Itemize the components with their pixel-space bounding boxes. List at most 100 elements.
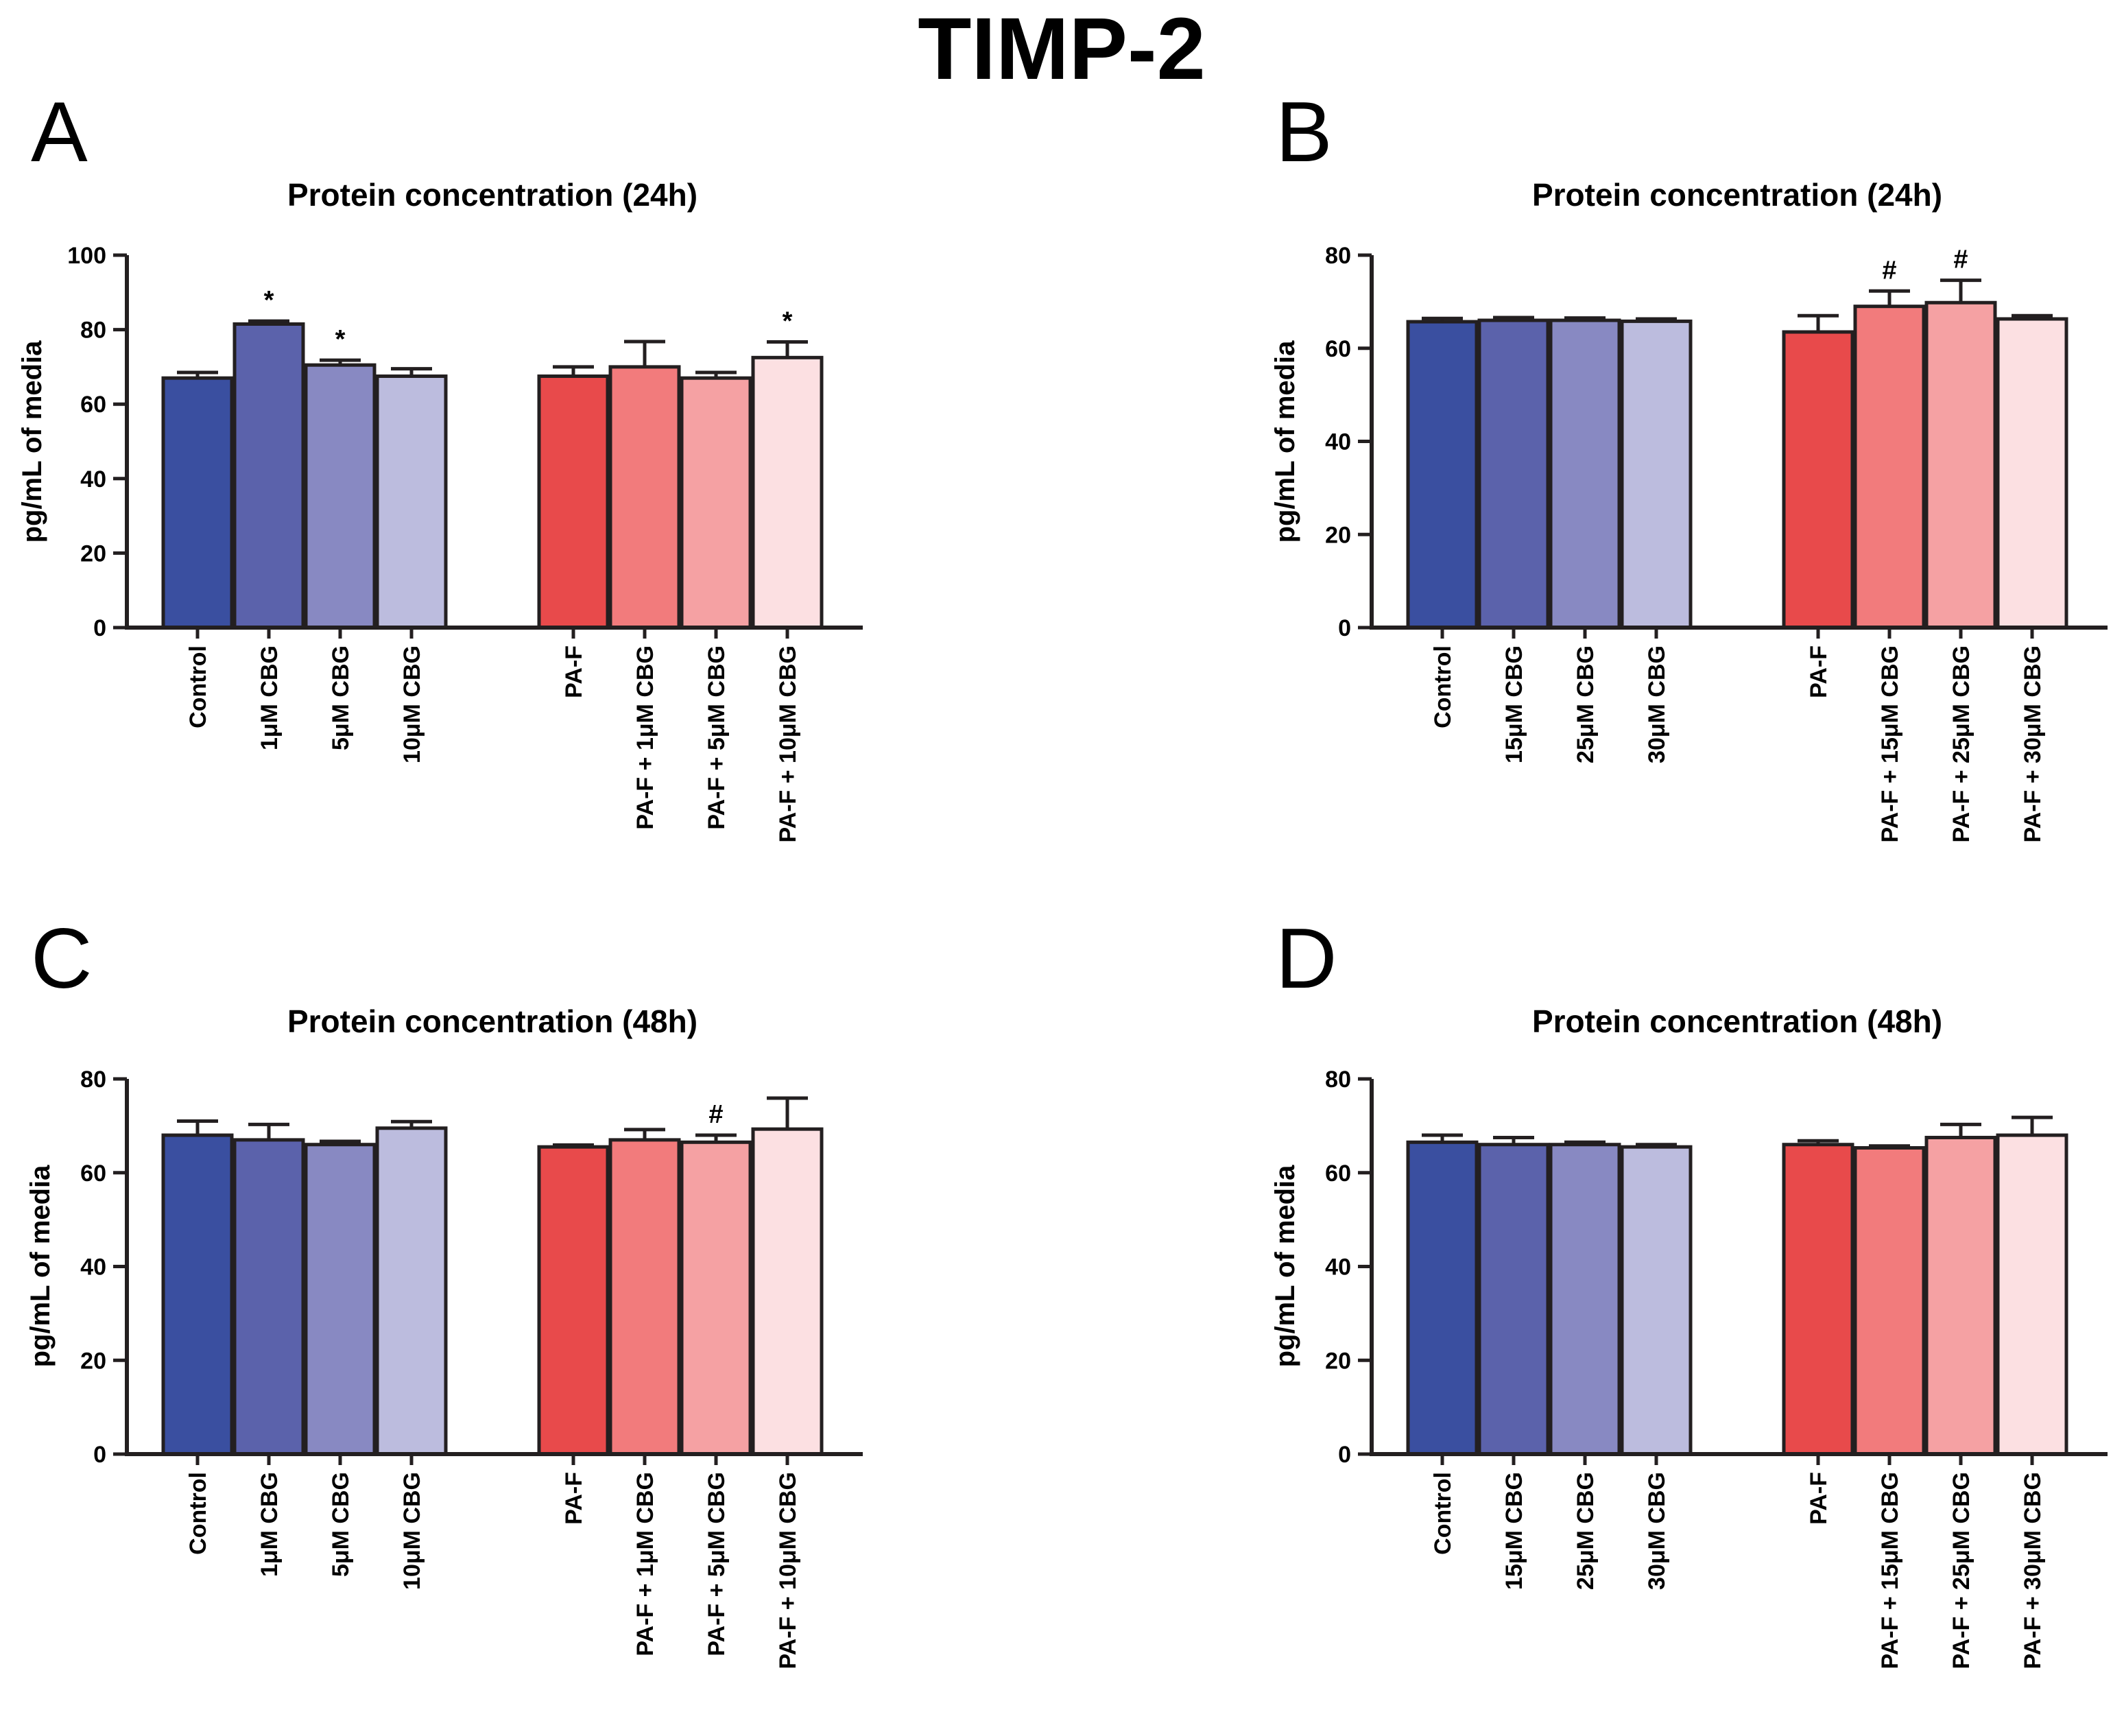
bar-4 (375, 374, 448, 630)
y-tick-label: 40 (80, 466, 106, 492)
category-label: Control (1430, 1472, 1456, 1555)
y-tick-label: 40 (1325, 1255, 1351, 1281)
bar-5 (537, 374, 610, 630)
bar-8 (751, 355, 824, 630)
y-axis-label: pg/mL of media (17, 340, 47, 543)
category-label: 25μM CBG (1573, 645, 1599, 763)
panel-title: Protein concentration (48h) (287, 1003, 697, 1039)
bar-5 (537, 1145, 610, 1456)
category-label: PA-F (561, 1472, 587, 1525)
figure-title: TIMP-2 (918, 0, 1206, 98)
bar-7 (1924, 300, 1997, 630)
category-label: 10μM CBG (399, 1472, 425, 1590)
panel-letter: B (1276, 85, 1333, 180)
bar-2 (232, 1138, 305, 1456)
category-label: PA-F + 30μM CBG (2020, 645, 2046, 843)
y-tick-label: 20 (80, 540, 106, 567)
y-tick-label: 0 (1338, 615, 1351, 641)
category-label: 5μM CBG (328, 645, 354, 750)
category-label: PA-F + 25μM CBG (1948, 645, 1974, 843)
bar-8 (751, 1127, 824, 1456)
bar-1 (1406, 1140, 1479, 1456)
bar-6 (1853, 305, 1926, 630)
bar-4 (1620, 319, 1693, 630)
bar-1 (161, 1133, 234, 1456)
category-label: 15μM CBG (1501, 1472, 1527, 1590)
category-label: PA-F (1806, 645, 1832, 698)
y-tick-label: 60 (80, 392, 106, 418)
panel-letter: D (1276, 912, 1337, 1006)
category-label: 10μM CBG (399, 645, 425, 763)
bar-6 (1853, 1146, 1926, 1456)
significance-marker: * (264, 286, 274, 315)
bar-4 (375, 1126, 448, 1456)
panel-d: D Protein concentration (48h) pg/mL of med… (1270, 912, 2108, 1669)
bar-5 (1782, 330, 1854, 630)
y-tick-label: 80 (80, 318, 106, 344)
category-label: Control (185, 645, 211, 728)
panel-c: C Protein concentration (48h) pg/mL of med… (25, 912, 863, 1669)
y-axis-label: pg/mL of media (1270, 1165, 1300, 1368)
bar-6 (608, 1138, 681, 1456)
category-label: PA-F + 1μM CBG (632, 645, 658, 830)
category-label: PA-F + 25μM CBG (1948, 1472, 1974, 1669)
category-label: 30μM CBG (1644, 1472, 1670, 1590)
y-tick-label: 80 (1325, 243, 1351, 269)
bar-3 (304, 363, 377, 630)
panel-title: Protein concentration (24h) (287, 177, 697, 213)
category-label: PA-F (561, 645, 587, 698)
bar-3 (304, 1143, 377, 1456)
category-label: PA-F (1806, 1472, 1832, 1525)
y-tick-label: 40 (80, 1255, 106, 1281)
panel-b: B Protein concentration (24h) pg/mL of med… (1270, 85, 2108, 843)
y-tick-label: 60 (1325, 336, 1351, 362)
bar-7 (1924, 1135, 1997, 1456)
category-label: PA-F + 5μM CBG (704, 645, 730, 830)
significance-marker: # (1882, 256, 1896, 285)
bar-3 (1549, 1143, 1621, 1456)
category-label: Control (185, 1472, 211, 1555)
y-tick-label: 0 (93, 615, 106, 641)
category-label: Control (1430, 645, 1456, 728)
category-label: PA-F + 1μM CBG (632, 1472, 658, 1656)
y-tick-label: 60 (80, 1161, 106, 1187)
significance-marker: # (1953, 246, 1968, 274)
bar-6 (608, 365, 681, 630)
y-tick-label: 0 (93, 1442, 106, 1468)
category-label: 30μM CBG (1644, 645, 1670, 763)
panel-a: A Protein concentration (24h) pg/mL of med… (17, 85, 863, 843)
y-tick-label: 60 (1325, 1161, 1351, 1187)
significance-marker: * (335, 325, 346, 354)
y-tick-label: 20 (1325, 522, 1351, 548)
category-label: PA-F + 5μM CBG (704, 1472, 730, 1656)
bar-2 (232, 322, 305, 630)
bar-2 (1477, 1143, 1550, 1456)
significance-marker: * (783, 307, 793, 336)
bar-5 (1782, 1143, 1854, 1456)
y-tick-label: 100 (67, 243, 106, 269)
bar-1 (161, 376, 234, 630)
bar-2 (1477, 318, 1550, 630)
bar-8 (1996, 1133, 2068, 1456)
y-tick-label: 80 (1325, 1067, 1351, 1093)
y-tick-label: 20 (1325, 1348, 1351, 1374)
y-tick-label: 80 (80, 1067, 106, 1093)
category-label: 25μM CBG (1573, 1472, 1599, 1590)
y-tick-label: 40 (1325, 429, 1351, 455)
significance-marker: # (708, 1100, 723, 1129)
panel-letter: A (31, 85, 88, 180)
category-label: PA-F + 15μM CBG (1877, 1472, 1903, 1669)
category-label: 15μM CBG (1501, 645, 1527, 763)
y-axis-label: pg/mL of media (1270, 340, 1300, 543)
panel-letter: C (31, 912, 93, 1006)
category-label: 5μM CBG (328, 1472, 354, 1577)
y-tick-label: 20 (80, 1348, 106, 1374)
y-tick-label: 0 (1338, 1442, 1351, 1468)
category-label: 1μM CBG (256, 645, 283, 750)
bar-4 (1620, 1145, 1693, 1456)
panel-title: Protein concentration (48h) (1532, 1003, 1942, 1039)
panel-title: Protein concentration (24h) (1532, 177, 1942, 213)
category-label: PA-F + 15μM CBG (1877, 645, 1903, 843)
y-axis-label: pg/mL of media (25, 1165, 56, 1368)
